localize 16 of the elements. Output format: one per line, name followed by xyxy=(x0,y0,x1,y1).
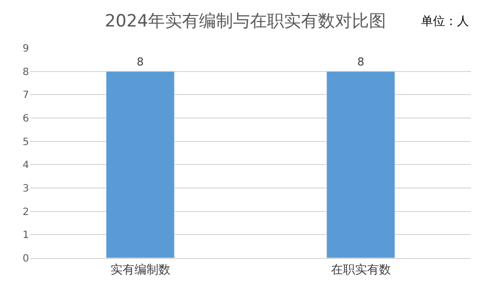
y-tick-label: 4 xyxy=(22,160,29,172)
text: 单位：人 xyxy=(421,14,469,28)
y-tick-label: 5 xyxy=(22,136,29,148)
y-tick-label: 3 xyxy=(22,184,29,194)
chart-title: 2024年实有编制与在职实有数对比图 xyxy=(104,12,386,32)
y-tick-label: 7 xyxy=(22,90,29,102)
y-tick-label: 6 xyxy=(22,114,29,124)
y-tick-label: 0 xyxy=(22,254,29,264)
x-tick-label: 实有编制数 xyxy=(110,262,170,276)
y-tick-label: 2 xyxy=(22,206,29,218)
y-tick-label: 1 xyxy=(22,230,29,242)
data-label: 8 xyxy=(136,55,144,68)
data-label: 8 xyxy=(357,55,364,68)
y-tick-label: 8 xyxy=(22,66,29,78)
x-tick-label: 在职实有数 xyxy=(330,262,391,276)
y-tick-label: 9 xyxy=(22,44,29,54)
